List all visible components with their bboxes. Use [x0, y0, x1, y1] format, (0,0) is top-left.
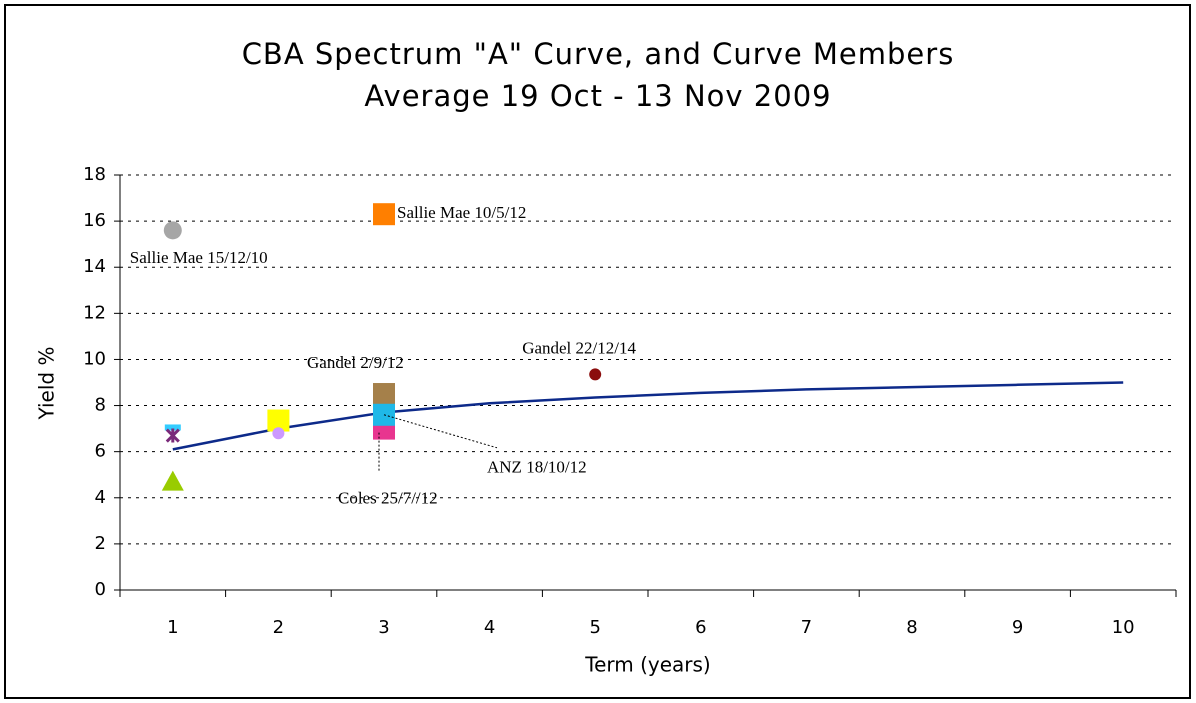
curve-line	[172, 381, 1124, 451]
y-axis-title: Yield %	[35, 347, 59, 421]
y-tick-label: 14	[83, 256, 106, 277]
point	[373, 203, 395, 226]
point-label: Sallie Mae 15/12/10	[130, 248, 268, 267]
y-tick-label: 8	[95, 395, 106, 416]
chart-frame	[4, 4, 1191, 699]
point-label: Coles 25/7//12	[338, 489, 438, 508]
point	[272, 427, 285, 440]
x-tick-label: 3	[378, 617, 389, 638]
point-label: Gandel 22/12/14	[522, 338, 636, 357]
x-tick-label: 1	[167, 617, 178, 638]
x-tick-label: 4	[484, 617, 495, 638]
y-tick-label: 4	[95, 487, 106, 508]
point	[161, 470, 184, 491]
chart-title: CBA Spectrum "A" Curve, and Curve Member…	[242, 37, 955, 71]
point-label: Gandel 2/9/12	[307, 353, 404, 372]
point	[165, 428, 180, 443]
x-tick-label: 7	[801, 617, 812, 638]
y-tick-label: 6	[95, 441, 106, 462]
point-label: Sallie Mae 10/5/12	[397, 203, 526, 222]
point	[164, 424, 181, 431]
chart-subtitle: Average 19 Oct - 13 Nov 2009	[364, 79, 831, 113]
point	[267, 409, 290, 432]
y-tick-label: 18	[83, 164, 106, 185]
y-tick-label: 0	[95, 579, 106, 600]
x-tick-label: 8	[906, 617, 917, 638]
y-tick-label: 16	[83, 210, 106, 231]
x-tick-label: 6	[695, 617, 706, 638]
point-label: ANZ 18/10/12	[487, 458, 587, 477]
y-tick-label: 10	[83, 348, 106, 369]
x-axis-title: Term (years)	[584, 653, 710, 677]
x-tick-label: 9	[1012, 617, 1023, 638]
point	[589, 368, 602, 381]
y-tick-label: 2	[95, 533, 106, 554]
point	[373, 383, 395, 406]
x-tick-label: 10	[1112, 617, 1135, 638]
x-tick-label: 2	[273, 617, 284, 638]
point	[163, 221, 182, 240]
x-tick-label: 5	[589, 617, 600, 638]
y-tick-label: 12	[83, 302, 106, 323]
